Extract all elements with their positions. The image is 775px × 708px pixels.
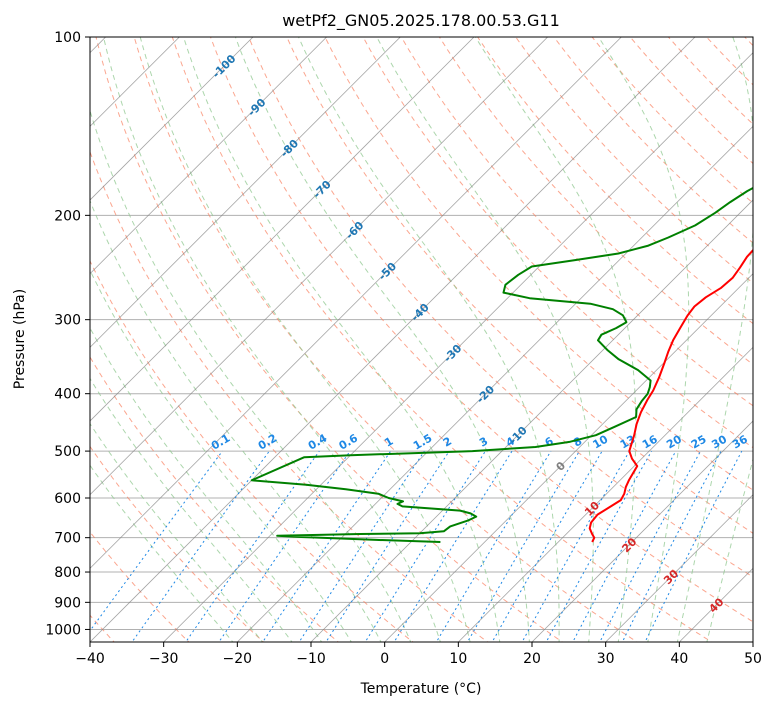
x-tick-label: 0	[380, 651, 389, 667]
dry-adiabat-line	[209, 37, 753, 623]
y-tick-label: 500	[54, 444, 81, 460]
mixing-ratio-line	[218, 450, 351, 642]
mixing-ratio-line	[466, 450, 580, 642]
x-tick-label: −30	[149, 651, 179, 667]
x-tick-label: 10	[449, 651, 467, 667]
isotherm-line	[531, 420, 753, 642]
moist-adiabat-line	[474, 37, 637, 642]
y-tick-label: 100	[54, 30, 81, 46]
x-tick-label: −40	[75, 651, 105, 667]
y-tick-label: 1000	[45, 622, 81, 638]
x-tick-label: 20	[523, 651, 541, 667]
dry-adiabat-line	[324, 37, 753, 491]
moist-adiabat-line	[376, 37, 594, 642]
y-tick-label: 300	[54, 313, 81, 329]
isotherm-line	[163, 52, 753, 642]
dry-adiabat-line	[95, 37, 564, 642]
profile-series	[250, 186, 753, 543]
moist-adiabat-line	[90, 327, 323, 642]
y-tick-label: 700	[54, 531, 81, 547]
x-tick-label: 40	[670, 651, 688, 667]
dewpoint-profile-line	[250, 186, 753, 543]
moist-adiabat-line	[183, 37, 501, 642]
y-tick-label: 900	[54, 595, 81, 611]
isotherm-line	[90, 37, 475, 422]
moist-adiabat-line	[90, 377, 293, 642]
dry-adiabat-line	[90, 356, 340, 642]
dry-adiabat-line	[171, 37, 713, 642]
isotherm-line	[90, 37, 549, 496]
plot-frame	[89, 36, 754, 643]
moist-adiabat-line	[598, 37, 690, 642]
mixing-ratio-line	[545, 450, 653, 642]
y-tick-label: 600	[54, 491, 81, 507]
moist-adiabat-line	[90, 269, 352, 642]
y-tick-label: 800	[54, 565, 81, 581]
dry-adiabat-line	[133, 37, 638, 642]
mixing-ratio-line	[491, 450, 603, 642]
isotherm-line	[236, 125, 753, 642]
temperature-profile-line	[588, 248, 753, 543]
isotherm-line	[90, 37, 696, 642]
isotherms	[90, 37, 753, 642]
mixing-ratio-line	[90, 450, 223, 632]
mixing-ratio-lines	[90, 450, 743, 642]
mixing-ratio-line	[393, 450, 513, 642]
pressure-gridlines	[90, 37, 753, 630]
y-axis-ticks: 100 200 300 400 500 600 700 800 900 1000	[45, 30, 90, 638]
isotherm-line	[605, 494, 753, 642]
mixing-ratio-line	[435, 450, 552, 642]
mixing-ratio-line	[572, 450, 677, 642]
isotherm-line	[384, 273, 753, 642]
mixing-ratio-line	[621, 450, 722, 642]
moist-adiabat-line	[139, 37, 471, 642]
y-tick-label: 400	[54, 387, 81, 403]
mixing-ratio-line	[521, 450, 630, 642]
isotherm-line	[90, 37, 401, 348]
moist-adiabat-line	[90, 109, 412, 642]
isotherm-line	[90, 37, 622, 569]
mixing-ratio-line	[644, 450, 743, 642]
y-tick-label: 200	[54, 208, 81, 224]
moist-adiabats	[90, 37, 753, 642]
x-tick-label: −20	[223, 651, 253, 667]
moist-adiabat-line	[298, 37, 560, 642]
dry-adiabat-line	[248, 37, 753, 578]
x-tick-label: 30	[597, 651, 615, 667]
isotherm-line	[90, 37, 328, 275]
isotherm-line	[457, 346, 753, 642]
moist-adiabat-line	[90, 464, 234, 642]
isotherm-line	[90, 37, 254, 201]
plot-background	[90, 37, 753, 642]
mixing-ratio-line	[599, 450, 701, 642]
x-axis-title: Temperature (°C)	[360, 681, 482, 697]
dry-adiabat-line	[90, 259, 414, 642]
moist-adiabat-line	[90, 422, 264, 642]
x-tick-label: −10	[296, 651, 326, 667]
dry-adiabat-line	[286, 37, 753, 534]
y-axis-title: Pressure (hPa)	[12, 289, 28, 389]
chart-title: wetPf2_GN05.2025.178.00.53.G11	[282, 11, 560, 31]
mixing-ratio-line	[185, 450, 320, 642]
x-axis-ticks: −40 −30 −20 −10 0 10 20 30 40 50	[75, 642, 762, 667]
mixing-ratio-line	[131, 450, 270, 642]
mixing-ratio-line	[364, 450, 486, 642]
moist-adiabat-line	[90, 199, 382, 642]
dry-adiabat-line	[400, 37, 753, 407]
dry-adiabat-line	[90, 150, 489, 642]
x-tick-label: 50	[744, 651, 762, 667]
moist-adiabat-line	[103, 37, 441, 642]
